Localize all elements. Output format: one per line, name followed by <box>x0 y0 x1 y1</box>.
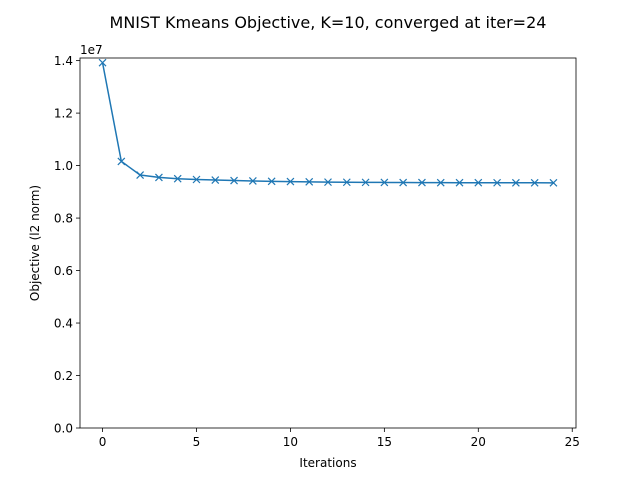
data-point-marker <box>530 178 539 187</box>
data-point-marker <box>455 178 464 187</box>
marker-stroke <box>286 177 295 186</box>
marker-stroke <box>136 171 145 179</box>
marker-stroke <box>342 178 351 187</box>
x-tick-label: 5 <box>193 435 201 449</box>
y-axis-label: Objective (l2 norm) <box>28 185 42 301</box>
y-tick-label: 0.8 <box>54 212 73 226</box>
marker-stroke <box>380 178 389 187</box>
data-point-marker <box>418 178 426 187</box>
axis-ticks: 0 5 10 15 20 25 0.0 0.2 0.4 0.6 0.8 1.0 1.2 1.4 <box>54 54 580 449</box>
data-point-marker <box>493 178 502 187</box>
data-point-marker <box>286 177 295 186</box>
data-point-marker <box>324 178 332 187</box>
data-point-marker <box>248 177 257 185</box>
marker-stroke <box>248 177 257 185</box>
marker-stroke <box>436 178 445 187</box>
x-tick-label: 20 <box>471 435 486 449</box>
marker-stroke <box>399 178 408 187</box>
data-point-marker <box>511 178 520 187</box>
data-point-marker <box>117 157 126 166</box>
marker-stroke <box>98 58 107 67</box>
marker-stroke <box>511 178 520 187</box>
series-layer <box>98 58 558 187</box>
marker-stroke <box>267 177 276 186</box>
data-point-marker <box>436 178 445 187</box>
y-tick-label: 1.0 <box>54 159 73 173</box>
x-tick-label: 10 <box>283 435 298 449</box>
data-point-marker <box>211 176 220 184</box>
x-tick-label: 25 <box>565 435 580 449</box>
marker-stroke <box>211 176 220 184</box>
marker-stroke <box>493 178 502 187</box>
data-point-marker <box>361 178 370 187</box>
data-point-marker <box>192 175 201 184</box>
marker-stroke <box>361 178 370 187</box>
marker-stroke <box>324 178 332 187</box>
chart-title: MNIST Kmeans Objective, K=10, converged … <box>110 13 547 32</box>
data-point-marker <box>230 176 238 185</box>
marker-stroke <box>154 173 163 182</box>
y-tick-label: 0.6 <box>54 264 73 278</box>
marker-stroke <box>549 178 558 187</box>
y-tick-label: 1.4 <box>54 54 73 68</box>
data-point-marker <box>380 178 389 187</box>
data-point-marker <box>549 178 558 187</box>
data-point-marker <box>173 174 182 183</box>
data-point-marker <box>474 178 483 187</box>
marker-stroke <box>173 174 182 183</box>
marker-stroke <box>474 178 483 187</box>
y-tick-label: 0.0 <box>54 422 73 436</box>
series-line <box>101 62 554 184</box>
data-point-marker <box>342 178 351 187</box>
data-point-marker <box>98 58 107 67</box>
plot-area-frame <box>79 57 577 429</box>
marker-stroke <box>192 175 201 184</box>
marker-stroke <box>455 178 464 187</box>
marker-stroke <box>117 157 126 166</box>
y-tick-label: 0.4 <box>54 317 73 331</box>
y-tick-label: 1.2 <box>54 107 73 121</box>
data-point-marker <box>267 177 276 186</box>
marker-stroke <box>230 176 238 185</box>
data-point-marker <box>399 178 408 187</box>
x-axis-label: Iterations <box>299 456 356 470</box>
data-point-marker <box>136 171 145 179</box>
x-tick-label: 0 <box>99 435 107 449</box>
data-point-marker <box>305 177 314 186</box>
marker-stroke <box>530 178 539 187</box>
x-tick-label: 15 <box>377 435 392 449</box>
data-point-marker <box>154 173 163 182</box>
y-axis-scale-label: 1e7 <box>80 43 103 57</box>
marker-stroke <box>305 177 314 186</box>
marker-stroke <box>418 178 426 187</box>
y-tick-label: 0.2 <box>54 369 73 383</box>
